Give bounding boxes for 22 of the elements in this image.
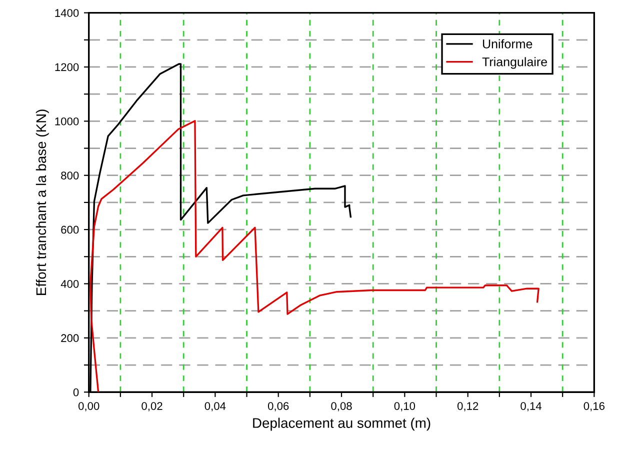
x-tick-label: 0,06 — [268, 402, 289, 412]
y-tick-label: 1200 — [55, 63, 79, 72]
y-axis-title: Effort tranchant a la base (KN) — [36, 110, 49, 295]
x-tick-label: 0,02 — [142, 402, 162, 412]
x-tick-label: 0,04 — [204, 402, 226, 412]
y-tick-label: 0 — [73, 388, 79, 396]
y-tick-label: 200 — [61, 334, 79, 342]
x-tick-label: 0,12 — [457, 402, 478, 412]
y-tick-label: 400 — [60, 280, 79, 288]
line-series — [90, 120, 540, 392]
y-tick-label: 800 — [61, 172, 79, 180]
x-tick-label: 0,08 — [331, 402, 352, 412]
y-tick-label: 1400 — [55, 9, 79, 17]
legend-label: Triangulaire — [482, 57, 547, 69]
legend-label: Uniforme — [482, 39, 532, 48]
y-tick-label: 1000 — [55, 117, 79, 126]
x-tick-label: 0,16 — [584, 402, 604, 412]
y-tick-label: 600 — [61, 226, 79, 234]
x-tick-label: 0,14 — [520, 402, 542, 412]
x-tick-label: 0,10 — [394, 402, 416, 412]
x-axis-title: Deplacement au sommet (m) — [253, 418, 430, 431]
x-tick-label: 0,00 — [78, 402, 100, 412]
